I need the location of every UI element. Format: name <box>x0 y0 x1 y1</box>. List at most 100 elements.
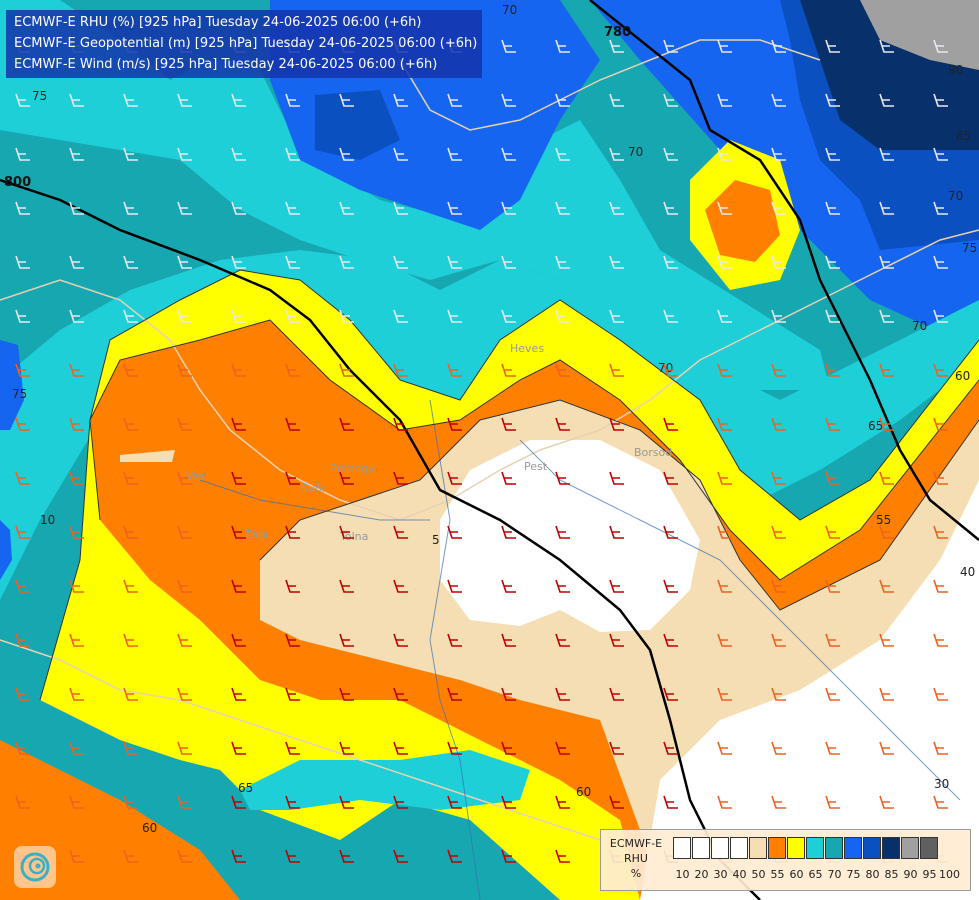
wind-barb-icon <box>609 525 624 539</box>
wind-barb-icon <box>879 255 894 269</box>
wind-barb-icon <box>879 93 894 107</box>
wind-barb-icon <box>69 795 84 809</box>
wind-barb-icon <box>393 687 408 701</box>
wind-barb-icon <box>69 309 84 323</box>
wind-barb-icon <box>123 849 138 863</box>
rhu-band-white-center <box>440 440 700 632</box>
legend-tick: 30 <box>713 868 728 881</box>
wind-barb-icon <box>123 201 138 215</box>
wind-barb-icon <box>501 471 516 485</box>
wind-barb-icon <box>771 255 786 269</box>
wind-barb-icon <box>177 579 192 593</box>
wind-barb-icon <box>339 849 354 863</box>
rhu-band-white-east <box>640 480 979 900</box>
rhu-label: 75 <box>12 387 27 401</box>
wind-barb-icon <box>717 417 732 431</box>
wind-barb-icon <box>771 471 786 485</box>
wind-barb-icon <box>447 363 462 377</box>
wind-barb-icon <box>663 579 678 593</box>
wind-barb-icon <box>663 687 678 701</box>
wind-barb-icon <box>663 147 678 161</box>
wind-barb-icon <box>15 201 30 215</box>
legend-model: ECMWF-E <box>609 837 663 850</box>
wind-barb-icon <box>717 93 732 107</box>
legend-tick: 90 <box>903 868 918 881</box>
wind-barb-icon <box>825 795 840 809</box>
wind-barb-icon <box>879 741 894 755</box>
wind-barb-icon <box>717 687 732 701</box>
geopotential-label: 780 <box>604 25 631 40</box>
wind-barb-icon <box>123 525 138 539</box>
wind-barb-icon <box>69 93 84 107</box>
wind-barb-icon <box>501 309 516 323</box>
wind-barb-icon <box>717 525 732 539</box>
legend-swatch <box>711 837 729 859</box>
wind-barb-icon <box>447 687 462 701</box>
wind-barb-icon <box>285 795 300 809</box>
wind-barb-icon <box>879 147 894 161</box>
wind-barb-icon <box>717 309 732 323</box>
wind-barb-icon <box>393 417 408 431</box>
wind-barb-icon <box>339 147 354 161</box>
wind-barb-icon <box>555 255 570 269</box>
rhu-label: 85 <box>956 129 971 143</box>
legend-tick: 85 <box>884 868 899 881</box>
wind-barb-icon <box>177 741 192 755</box>
legend-tick: 75 <box>846 868 861 881</box>
wind-barb-icon <box>15 93 30 107</box>
wind-barb-icon <box>879 363 894 377</box>
wind-barb-icon <box>231 849 246 863</box>
wind-barb-icon <box>231 417 246 431</box>
wind-barb-icon <box>663 633 678 647</box>
legend-tick: 60 <box>789 868 804 881</box>
rhu-wheat-spot <box>120 450 175 462</box>
wind-barb-icon <box>771 525 786 539</box>
wind-barb-icon <box>339 633 354 647</box>
geopotential-800 <box>0 178 761 900</box>
wind-barb-icon <box>447 417 462 431</box>
rhu-label: 70 <box>948 189 963 203</box>
wind-barb-icon <box>717 39 732 53</box>
rhu-label: 75 <box>32 89 47 103</box>
place-label: Heves <box>510 342 544 355</box>
wind-barb-icon <box>717 741 732 755</box>
place-label: Tolna <box>339 530 368 543</box>
wind-barb-icon <box>501 417 516 431</box>
rhu-label: 65 <box>238 781 253 795</box>
wind-barb-icon <box>717 471 732 485</box>
wind-barb-icon <box>339 525 354 539</box>
wind-barb-icon <box>771 795 786 809</box>
rhu-label: 70 <box>628 145 643 159</box>
wind-barb-icon <box>663 525 678 539</box>
wind-barb-icon <box>609 147 624 161</box>
wind-barb-icon <box>177 363 192 377</box>
rhu-label: 30 <box>934 777 949 791</box>
wind-barb-icon <box>123 93 138 107</box>
wind-barb-icon <box>933 741 948 755</box>
wind-barb-icon <box>285 93 300 107</box>
wind-barb-icon <box>177 633 192 647</box>
rhu-contours <box>39 269 979 701</box>
wind-barb-icon <box>609 741 624 755</box>
wind-barb-icon <box>447 309 462 323</box>
wind-barb-icon <box>879 309 894 323</box>
legend-swatch <box>863 837 881 859</box>
wind-barb-icon <box>933 471 948 485</box>
wind-barb-icon <box>69 849 84 863</box>
wind-barb-icon <box>285 201 300 215</box>
rhu-label: 5 <box>432 533 440 547</box>
wind-barb-icon <box>285 471 300 485</box>
rhu-blue-left-edge2 <box>0 520 12 580</box>
wind-barb-icon <box>69 363 84 377</box>
wind-barb-icon <box>609 417 624 431</box>
place-label: Zala <box>244 528 268 541</box>
wind-barb-icon <box>717 579 732 593</box>
wind-barb-icon <box>447 201 462 215</box>
wind-barb-icon <box>123 741 138 755</box>
wind-barb-icon <box>771 93 786 107</box>
wind-barb-icon <box>555 363 570 377</box>
legend-tick: 55 <box>770 868 785 881</box>
wind-barb-icon <box>717 201 732 215</box>
legend-tick: 40 <box>732 868 747 881</box>
